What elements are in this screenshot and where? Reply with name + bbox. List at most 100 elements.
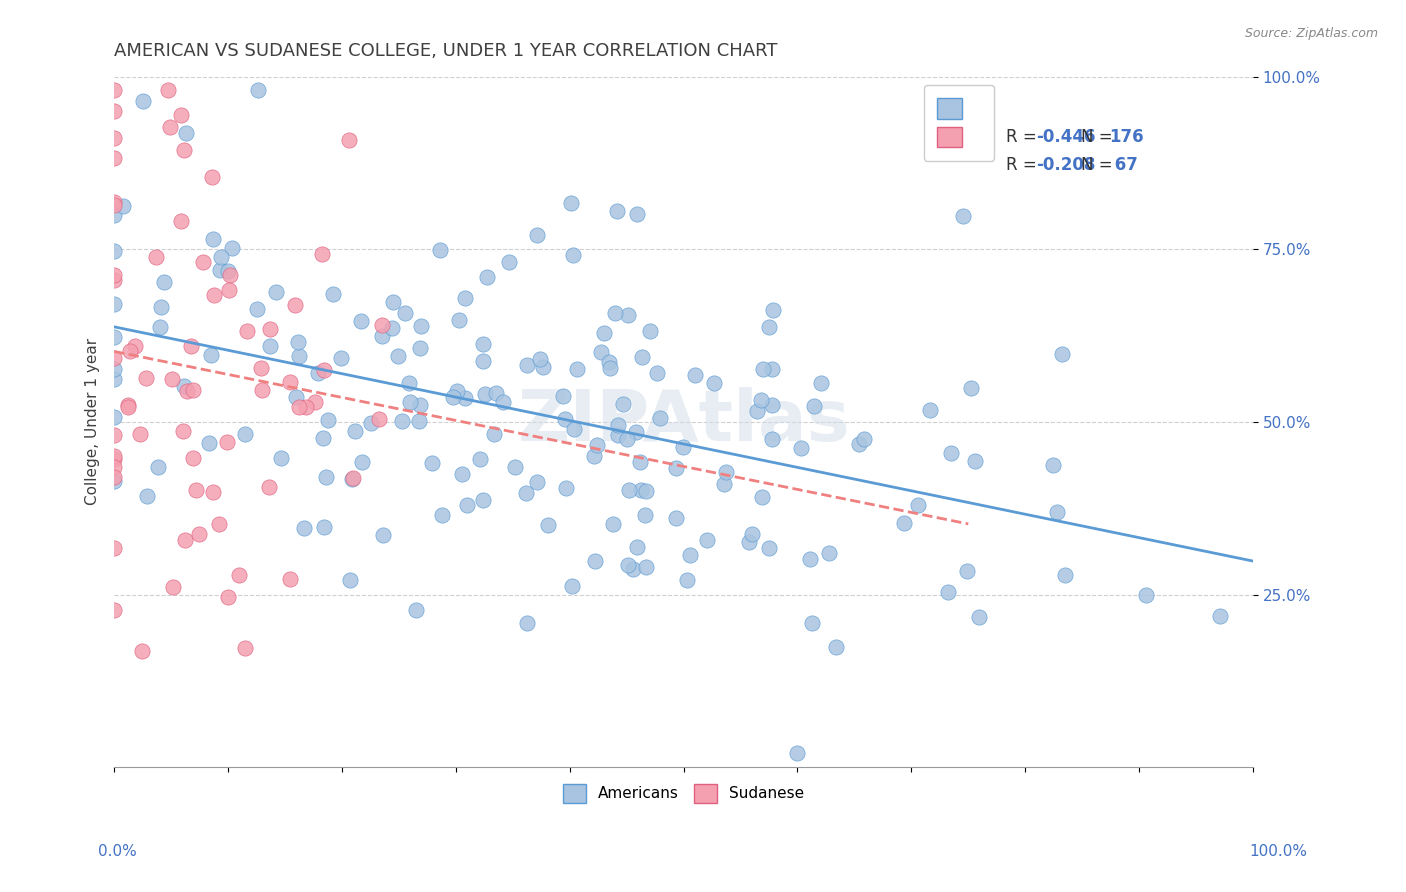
Point [131, 644, 153, 658]
Point [344, 425, 367, 439]
Point [394, 306, 416, 320]
Point [451, 467, 474, 482]
Point [103, 541, 125, 556]
Point [485, 385, 508, 400]
Point [562, 422, 585, 436]
Point [676, 573, 699, 587]
Point [893, 516, 915, 530]
Point [634, 560, 657, 574]
Point [367, 412, 389, 426]
Legend: Americans, Sudanese: Americans, Sudanese [551, 772, 817, 815]
Point [626, 207, 648, 221]
Point [128, 426, 150, 441]
Point [350, 314, 373, 328]
Point [304, 395, 326, 409]
Point [956, 564, 979, 578]
Point [553, 388, 575, 402]
Point [170, 108, 193, 122]
Point [183, 383, 205, 397]
Point [638, 324, 661, 338]
Point [959, 381, 981, 395]
Point [188, 527, 211, 541]
Point [745, 404, 768, 418]
Point [322, 287, 344, 301]
Point [218, 283, 240, 297]
Point [124, 339, 146, 353]
Point [103, 452, 125, 467]
Point [246, 83, 269, 97]
Point [1046, 505, 1069, 519]
Point [1054, 567, 1077, 582]
Point [761, 361, 783, 376]
Text: -0.208: -0.208 [1036, 155, 1095, 174]
Point [582, 449, 605, 463]
Point [146, 460, 169, 475]
Point [848, 437, 870, 451]
Point [716, 465, 738, 479]
Point [761, 432, 783, 446]
Point [311, 247, 333, 261]
Point [602, 516, 624, 531]
Point [665, 511, 688, 525]
Point [103, 474, 125, 488]
Point [628, 455, 651, 469]
Point [228, 568, 250, 582]
Point [112, 199, 135, 213]
Point [474, 387, 496, 401]
Point [278, 375, 301, 389]
Point [454, 291, 477, 305]
Point [696, 533, 718, 547]
Text: 176: 176 [1109, 128, 1143, 145]
Point [259, 339, 281, 353]
Point [672, 440, 695, 454]
Point [217, 591, 239, 605]
Point [624, 425, 647, 439]
Point [350, 455, 373, 469]
Point [176, 384, 198, 399]
Point [606, 204, 628, 219]
Point [264, 285, 287, 299]
Point [936, 584, 959, 599]
Point [381, 321, 404, 335]
Text: R =: R = [1007, 155, 1042, 174]
Point [678, 548, 700, 562]
Point [762, 303, 785, 318]
Point [337, 133, 360, 147]
Point [217, 264, 239, 278]
Point [245, 301, 267, 316]
Point [103, 351, 125, 365]
Point [589, 345, 612, 359]
Point [967, 610, 990, 624]
Text: 100.0%: 100.0% [1250, 845, 1308, 859]
Point [170, 214, 193, 228]
Point [408, 414, 430, 428]
Point [447, 312, 470, 326]
Point [537, 518, 560, 533]
Point [249, 361, 271, 376]
Point [429, 243, 451, 257]
Point [221, 241, 243, 255]
Point [607, 427, 630, 442]
Point [156, 83, 179, 97]
Point [103, 130, 125, 145]
Point [284, 390, 307, 404]
Point [287, 349, 309, 363]
Point [683, 368, 706, 383]
Point [619, 483, 641, 497]
Point [790, 441, 813, 455]
Point [208, 517, 231, 532]
Point [360, 417, 382, 431]
Point [561, 579, 583, 593]
Point [270, 450, 292, 465]
Point [315, 470, 337, 484]
Point [446, 384, 468, 398]
Point [180, 339, 202, 353]
Point [1042, 458, 1064, 472]
Point [453, 391, 475, 405]
Point [492, 394, 515, 409]
Point [758, 320, 780, 334]
Point [398, 395, 420, 409]
Point [1135, 589, 1157, 603]
Point [103, 449, 125, 463]
Point [605, 306, 627, 320]
